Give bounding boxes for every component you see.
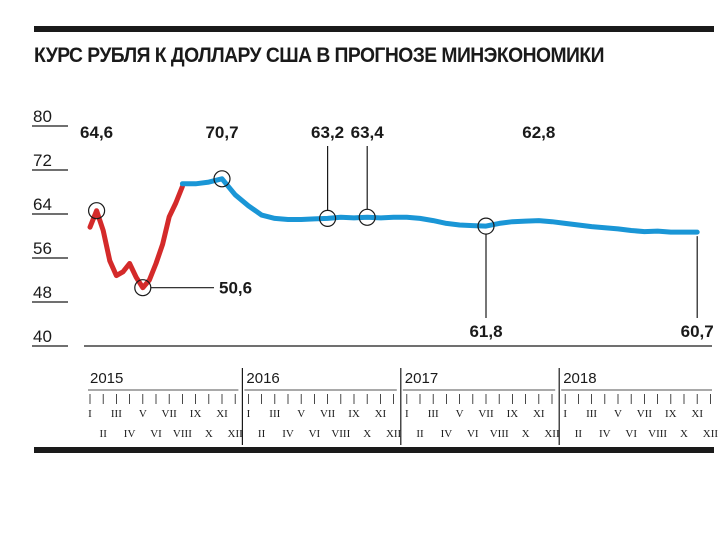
month-label: X [205,428,213,440]
y-tick-label: 40 [33,327,52,346]
month-label: VII [320,408,336,420]
bottom-rule [34,447,714,453]
y-gridlines: 80 72 64 56 48 40 [32,107,68,347]
annotation-label: 62,8 [522,123,555,142]
month-label: XII [544,428,560,440]
month-label: VI [150,428,162,440]
month-label: IV [441,428,453,440]
month-label: VII [478,408,494,420]
month-label: I [88,408,92,420]
annotation-marker [87,202,106,220]
month-label: III [428,408,439,420]
month-label: IX [507,408,519,420]
month-label: VIII [331,428,350,440]
annotation-label: 50,6 [219,279,252,298]
year-label: 2017 [405,370,438,387]
month-label: XI [216,408,228,420]
month-label: II [258,428,266,440]
year-label: 2018 [563,370,596,387]
month-label: XII [386,428,402,440]
annotation-markers [87,170,495,297]
month-label: V [614,408,622,420]
annotation-marker [134,279,152,297]
month-label: IV [282,428,294,440]
month-label: VIII [490,428,509,440]
month-label: II [416,428,424,440]
month-label: II [575,428,583,440]
chart-title: КУРС РУБЛЯ К ДОЛЛАРУ США В ПРОГНОЗЕ МИНЭ… [34,44,604,67]
y-tick-label: 72 [33,151,52,170]
month-label: I [247,408,251,420]
y-tick-label: 64 [33,195,52,214]
month-label: I [405,408,409,420]
month-label: VI [625,428,637,440]
series-line-forecast [179,176,700,235]
month-label: III [586,408,597,420]
month-label: VIII [648,428,667,440]
month-label: IV [599,428,611,440]
month-label: III [111,408,122,420]
annotation-marker [213,170,231,188]
month-label: X [680,428,688,440]
month-label: XII [703,428,719,440]
y-tick-label: 48 [33,283,52,302]
month-label: IV [124,428,136,440]
annotation-labels: 64,6 50,6 70,7 63,2 63,4 61,8 62,8 60,7 [80,123,714,341]
month-label: V [139,408,147,420]
month-label: XI [691,408,703,420]
year-label: 2015 [90,370,123,387]
month-label: V [456,408,464,420]
month-label: V [297,408,305,420]
month-label: VIII [173,428,192,440]
month-label: IX [348,408,360,420]
annotation-marker [319,209,337,227]
month-label: VII [162,408,178,420]
annotation-label: 63,4 [351,123,385,142]
annotation-marker [477,217,495,235]
month-label: VI [467,428,479,440]
top-rule [34,26,714,32]
time-axis: 2015IIIIIIIVVVIVIIVIIIIXXXIXII2016IIIIII… [84,345,719,445]
month-label: I [563,408,567,420]
annotation-label: 61,8 [469,322,502,341]
annotation-label: 60,7 [681,322,714,341]
month-label: IX [190,408,202,420]
annotation-label: 64,6 [80,123,113,142]
month-label: IX [665,408,677,420]
year-label: 2016 [246,370,279,387]
annotation-label: 70,7 [205,123,238,142]
annotation-leaders [150,146,698,318]
month-label: II [100,428,108,440]
series-lines [87,176,700,291]
month-label: VI [309,428,321,440]
series-line-actual [87,184,185,291]
month-label: X [522,428,530,440]
y-tick-label: 56 [33,239,52,258]
annotation-marker [358,208,376,226]
month-label: VII [637,408,653,420]
annotation-label: 63,2 [311,123,344,142]
y-tick-label: 80 [33,107,52,126]
month-label: XII [228,428,244,440]
month-label: XI [533,408,545,420]
month-label: III [269,408,280,420]
month-label: X [363,428,371,440]
month-label: XI [375,408,387,420]
